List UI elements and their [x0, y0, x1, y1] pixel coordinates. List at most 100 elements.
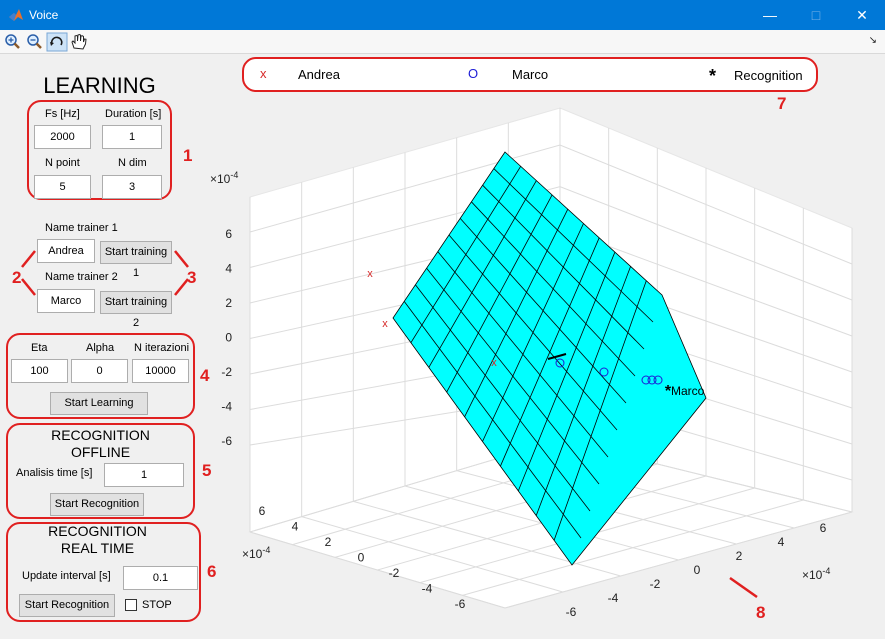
surface-mesh-line [415, 284, 591, 512]
z-tick-label: 2 [225, 296, 232, 310]
fs-input[interactable]: 2000 [34, 125, 91, 149]
marco-circle-marker [599, 367, 609, 377]
legend-circle-marker-icon: O [468, 66, 479, 81]
legend-andrea-label: Andrea [298, 67, 340, 82]
axis-exponent-label: ×10-4 [210, 170, 238, 186]
start-training-2-button[interactable]: Start training 2 [100, 291, 172, 329]
z-tick-label: -4 [221, 400, 232, 414]
stop-checkbox[interactable] [125, 599, 137, 611]
surface-mesh-line [403, 301, 582, 539]
ndim-input[interactable]: 3 [102, 175, 162, 199]
annotation-box-4 [6, 333, 195, 419]
dock-arrow-icon[interactable]: ↘ [868, 35, 877, 46]
x-tick-label: 0 [358, 551, 365, 565]
surface-mesh-line [517, 251, 616, 492]
surface-mesh-line [500, 237, 600, 467]
annotation-number: 2 [12, 268, 22, 287]
start-training-1-button[interactable]: Start training 1 [100, 241, 172, 279]
fs-label: Fs [Hz] [45, 108, 80, 120]
recognition-star-marker: * [665, 383, 672, 400]
surface-mesh-line [437, 251, 609, 458]
marco-circle-marker [647, 375, 657, 385]
name-trainer-2-label: Name trainer 2 [45, 271, 118, 283]
title-bar: Voice — □ ✕ [0, 0, 885, 30]
alpha-label: Alpha [86, 342, 115, 354]
n-iterazioni-label: N iterazioni [134, 342, 190, 354]
floor-gridline [462, 499, 804, 596]
rotate-3d-icon[interactable] [46, 32, 68, 52]
npoint-label: N point [45, 157, 80, 169]
zoom-in-icon[interactable] [2, 32, 24, 52]
annotation-number: 4 [200, 366, 210, 385]
surface-mesh-line [426, 267, 600, 485]
legend-x-marker-icon: x [260, 66, 267, 81]
zoom-out-icon[interactable] [24, 32, 46, 52]
andrea-x-marker: x [491, 357, 497, 369]
update-interval-input[interactable]: 0.1 [123, 566, 198, 590]
andrea-x-marker: x [382, 318, 388, 330]
annotation-number: 8 [756, 603, 765, 622]
x-tick-label: -2 [389, 566, 400, 580]
axis-exponent-label: ×10-4 [242, 545, 270, 561]
pan-hand-icon[interactable] [68, 32, 90, 52]
x-tick-label: 6 [259, 504, 266, 518]
marco-circle-marker [653, 375, 663, 385]
duration-input[interactable]: 1 [102, 125, 162, 149]
npoint-input[interactable]: 5 [34, 175, 91, 199]
x-tick-label: -4 [422, 582, 433, 596]
recognition-offline-title-line2: OFFLINE [70, 444, 131, 460]
annotation-number: 7 [777, 94, 787, 113]
analisis-time-input[interactable]: 1 [104, 463, 184, 487]
duration-label: Duration [s] [105, 108, 162, 120]
name-trainer-1-label: Name trainer 1 [45, 222, 118, 234]
update-interval-label: Update interval [s] [22, 570, 111, 582]
surface-mesh-line [535, 266, 631, 516]
matlab-icon [9, 9, 23, 21]
z-tick-label: -6 [221, 434, 232, 448]
legend-star-marker-icon: * [709, 66, 717, 86]
x-tick-label: -6 [455, 597, 466, 611]
n-iterazioni-input[interactable]: 10000 [132, 359, 189, 383]
close-button[interactable]: ✕ [856, 7, 868, 23]
legend-marco-label: Marco [512, 67, 549, 82]
annotation-number: 5 [202, 461, 212, 480]
alpha-input[interactable]: 0 [71, 359, 128, 383]
name-trainer-2-input[interactable]: Marco [37, 289, 95, 313]
start-recognition-realtime-button[interactable]: Start Recognition [19, 594, 115, 617]
surface-mesh-line [553, 280, 647, 541]
legend-box [242, 57, 818, 92]
stop-label: STOP [142, 599, 172, 611]
analisis-time-label: Analisis time [s] [16, 467, 93, 479]
y-tick-label: -6 [566, 605, 577, 619]
ndim-label: N dim [118, 157, 147, 169]
annotation-connectors [21, 250, 189, 296]
marco-circle-marker [641, 375, 651, 385]
recognition-vector [547, 353, 567, 360]
start-learning-button[interactable]: Start Learning [50, 392, 148, 415]
figure-toolbar: ↘ [0, 30, 885, 54]
z-tick-label: 6 [225, 227, 232, 241]
x-tick-label: 2 [325, 535, 332, 549]
eta-input[interactable]: 100 [11, 359, 68, 383]
3d-plot[interactable]: 6 4 2 0 -2 -4 -6 6 4 2 0 -2 -4 -6 -6 -4 -2 0 2 4 6 ×10-4 ×10-4… [205, 95, 885, 635]
y-tick-label: 4 [778, 535, 785, 549]
maximize-button[interactable]: □ [811, 7, 821, 23]
y-tick-label: 2 [736, 549, 743, 563]
x-tick-label: 4 [292, 520, 299, 534]
annotation-box-5 [6, 423, 195, 519]
andrea-x-marker: x [367, 268, 373, 280]
name-trainer-1-input[interactable]: Andrea [37, 239, 95, 263]
window-title: Voice [29, 8, 59, 22]
annotation-box-6 [6, 522, 201, 622]
y-tick-label: -4 [608, 591, 619, 605]
minimize-button[interactable]: — [763, 7, 777, 23]
recognition-offline-title-line1: RECOGNITION [51, 427, 150, 443]
y-tick-label: 6 [820, 521, 827, 535]
recognition-realtime-title-line2: REAL TIME [60, 540, 135, 556]
annotation-8: 8 [729, 576, 765, 622]
start-recognition-offline-button[interactable]: Start Recognition [50, 493, 144, 516]
annotation-box-1 [27, 100, 172, 200]
annotation-number: 1 [183, 146, 193, 165]
z-tick-label: 4 [225, 262, 232, 276]
